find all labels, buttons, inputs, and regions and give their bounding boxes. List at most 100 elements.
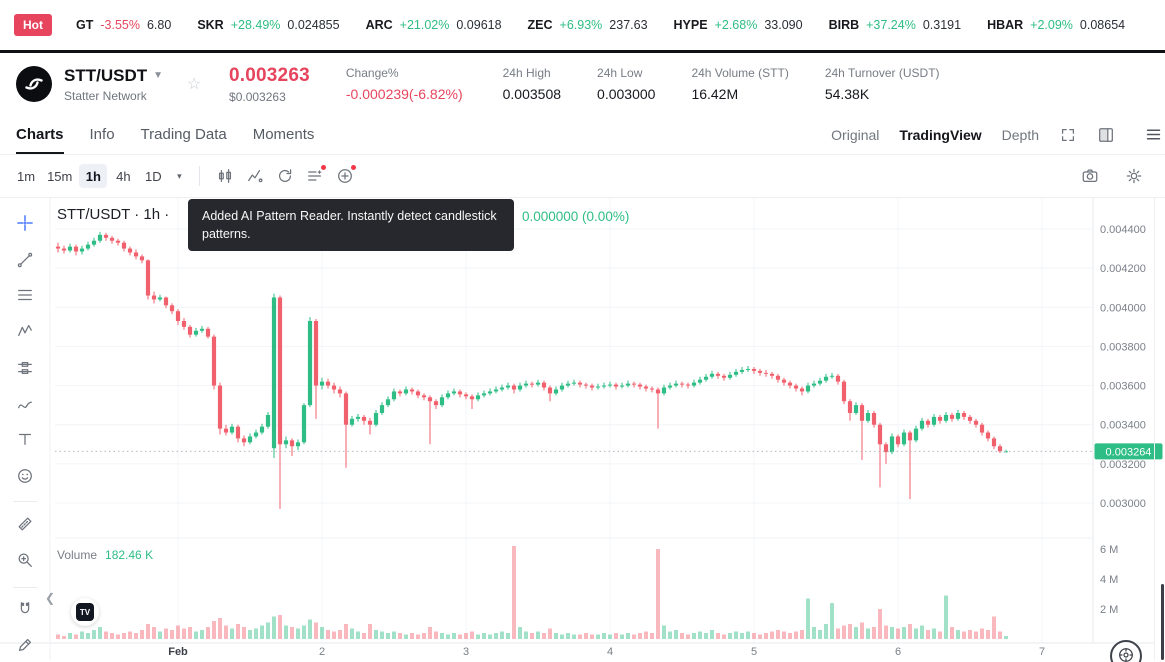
timeframe-1h[interactable]: 1h: [79, 164, 108, 188]
magnet-tool[interactable]: [11, 595, 39, 623]
timeframe-4h[interactable]: 4h: [109, 164, 137, 188]
favorite-star-icon[interactable]: ☆: [181, 71, 207, 97]
ticker-item[interactable]: HBAR +2.09% 0.08654: [987, 18, 1125, 32]
svg-text:0.003800: 0.003800: [1100, 341, 1146, 353]
stat-label: 24h Volume (STT): [691, 66, 789, 80]
ticker-symbol: ARC: [365, 18, 393, 32]
compass-icon: [1117, 646, 1135, 662]
ticker-price: 237.63: [609, 18, 648, 32]
fib-retracement-tool[interactable]: [11, 281, 39, 309]
ticker-price: 33.090: [764, 18, 803, 32]
time-axis[interactable]: Feb 2 3 4 5 6 7: [168, 646, 1045, 658]
svg-text:4 M: 4 M: [1100, 574, 1118, 586]
edit-tool[interactable]: [11, 631, 39, 659]
last-price-line: 0.003264: [55, 443, 1163, 460]
settings-icon[interactable]: [1119, 162, 1149, 190]
svg-text:0.003400: 0.003400: [1100, 420, 1146, 432]
ticker-change: +2.09%: [1030, 18, 1073, 32]
timeframe-1D[interactable]: 1D: [139, 164, 167, 188]
ticker-item[interactable]: ARC +21.02% 0.09618: [366, 18, 502, 32]
collapse-toolbar-button[interactable]: ❮: [43, 585, 57, 611]
ticker-symbol: BIRB: [828, 18, 860, 32]
position-tool[interactable]: [11, 354, 39, 382]
ticker-change: +6.93%: [559, 18, 603, 32]
scrollbar-thumb[interactable]: [1161, 584, 1164, 660]
expand-icon[interactable]: [1059, 126, 1077, 144]
price-axis[interactable]: 0.004400 0.004200 0.004000 0.003800 0.003600…: [1100, 224, 1146, 616]
menu-icon[interactable]: [1145, 126, 1162, 143]
ticker-change: -3.55%: [100, 18, 140, 32]
ticker-symbol: ZEC: [527, 18, 553, 32]
indicators-icon[interactable]: [240, 162, 270, 190]
screenshot-icon[interactable]: [1075, 162, 1105, 190]
layout-icon[interactable]: [1097, 126, 1115, 144]
timeframe-group: 1m 15m 1h 4h 1D ▾: [12, 164, 189, 188]
stat-block: 24h Volume (STT) 16.42M: [691, 66, 788, 102]
trendline-tool[interactable]: [11, 246, 39, 274]
ticker-item[interactable]: BIRB +37.24% 0.3191: [829, 18, 962, 32]
volume-value: 182.46 K: [105, 548, 154, 562]
view-tradingview[interactable]: TradingView: [899, 126, 982, 143]
view-original[interactable]: Original: [831, 126, 880, 143]
svg-text:6: 6: [895, 646, 901, 658]
tab-moments[interactable]: Moments: [252, 126, 315, 143]
chart-toolbar-right: [1075, 162, 1165, 190]
volume-label: Volume: [57, 548, 98, 562]
toolbar-separator: [13, 587, 37, 588]
tab-charts[interactable]: Charts: [16, 115, 64, 154]
ticker-price: 0.09618: [456, 18, 502, 32]
crosshair-tool[interactable]: [11, 209, 39, 237]
tab-info[interactable]: Info: [89, 126, 115, 143]
svg-text:0.003600: 0.003600: [1100, 381, 1146, 393]
ticker-change: +21.02%: [399, 18, 450, 32]
pattern-reader-icon[interactable]: [300, 162, 330, 190]
pattern-tool[interactable]: [11, 317, 39, 345]
stat-value: 16.42M: [691, 86, 739, 102]
svg-text:5: 5: [751, 646, 757, 658]
ticker-item[interactable]: HYPE +2.68% 33.090: [674, 18, 803, 32]
tab-trading-data[interactable]: Trading Data: [140, 126, 227, 143]
refresh-icon[interactable]: [270, 162, 300, 190]
text-tool[interactable]: [11, 425, 39, 453]
ticker-item[interactable]: ZEC +6.93% 237.63: [528, 18, 648, 32]
stat-label: 24h Low: [597, 66, 643, 80]
svg-text:0.004400: 0.004400: [1100, 224, 1146, 236]
tabs-row: Charts Info Trading Data Moments Original Tr…: [0, 115, 1165, 155]
ticker-item[interactable]: GT -3.55% 6.80: [76, 18, 171, 32]
timeframe-1m[interactable]: 1m: [12, 164, 40, 188]
view-depth[interactable]: Depth: [1001, 126, 1039, 143]
timeframe-dropdown[interactable]: ▾: [169, 164, 189, 188]
right-panel-divider: [1154, 198, 1155, 660]
svg-text:0.003264: 0.003264: [1106, 446, 1152, 458]
ticker-items: GT -3.55% 6.80 SKR +28.49% 0.024855 ARC +21.02%…: [76, 18, 1151, 32]
svg-text:2 M: 2 M: [1100, 604, 1118, 616]
usd-price: $0.003263: [229, 89, 286, 104]
ticker-item[interactable]: SKR +28.49% 0.024855: [197, 18, 339, 32]
volume-legend: Volume 182.46 K: [57, 548, 153, 562]
pair-selector[interactable]: STT/USDT ▼: [64, 66, 163, 86]
volume-bars: [56, 546, 1008, 639]
tradingview-logo-icon[interactable]: TV: [71, 598, 99, 626]
toolbar-divider: [199, 166, 201, 186]
stat-value: 0.003000: [597, 86, 656, 102]
brush-tool[interactable]: [11, 390, 39, 418]
chevron-down-icon: ▼: [153, 70, 164, 81]
ticker-price: 0.08654: [1079, 18, 1126, 32]
ticker-symbol: SKR: [197, 18, 224, 32]
timeframe-15m[interactable]: 15m: [42, 164, 77, 188]
ruler-tool[interactable]: [11, 510, 39, 538]
hot-badge[interactable]: Hot: [14, 14, 52, 36]
zoom-tool[interactable]: [11, 546, 39, 574]
ticker-symbol: GT: [76, 18, 94, 32]
price-block: 0.003263 $0.003263: [229, 65, 310, 104]
add-indicator-icon[interactable]: [330, 162, 360, 190]
compass-button[interactable]: [1110, 640, 1142, 662]
emoji-tool[interactable]: [11, 462, 39, 490]
ticker-change: +2.68%: [714, 18, 758, 32]
toolbar-separator: [13, 501, 37, 502]
price-chart[interactable]: 0.003264 0.004400 0.004200 0.004000 0.003800…: [0, 198, 1165, 660]
candlestick-style-icon[interactable]: [210, 162, 240, 190]
ticker-symbol: HYPE: [673, 18, 708, 32]
svg-text:7: 7: [1039, 646, 1045, 658]
